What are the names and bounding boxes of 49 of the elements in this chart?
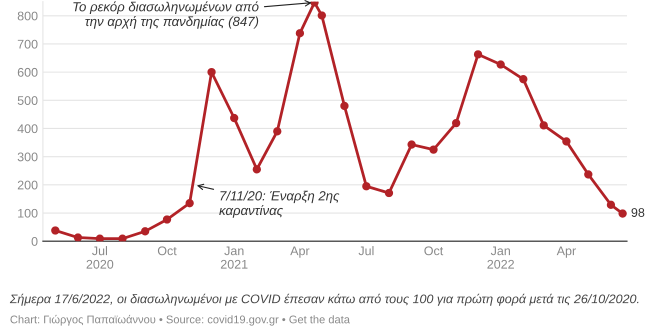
point [185,198,194,208]
annotation: 7/11/20: Έναρξη 2ης καραντίνας [219,190,340,218]
point [384,188,394,198]
point [162,215,172,224]
text: Σήμερα 17/6/2022, οι διασωληνωμένοι με COVID έπεσαν κάτω από τους 100 για πρώτη φορά μετά τις 26/10/2020. [10,294,638,306]
x-tick-label: Apr [290,246,310,258]
point [584,170,592,179]
point [252,165,261,174]
y-tick-label: 200 [18,180,38,190]
y-tick-label: 600 [18,68,38,77]
point [140,227,150,236]
x-tick-label: Jan 2022 [487,246,514,269]
point [407,140,416,149]
point [51,226,60,235]
point [429,145,438,154]
point [618,209,627,218]
point [273,127,282,136]
point [207,68,216,76]
x-tick-label: Jul 2020 [86,246,114,269]
text: Chart: Γιώργος Παπαϊωάννου • Source: covid19.gov.gr • Get the data [10,314,350,326]
point [318,11,326,20]
point [74,233,82,242]
point [474,50,482,59]
x-tick-label: Apr [556,246,576,258]
y-tick-label: 800 [18,12,38,20]
x-tick-label: Oct [424,246,444,256]
point [452,118,460,128]
point [340,102,349,110]
point [230,114,238,122]
point [562,137,571,146]
point [296,29,304,38]
y-tick-label: 700 [18,40,38,49]
y-tick-label: 100 [18,208,38,218]
point [540,121,548,130]
x-tick-label: Jan 2021 [220,246,248,269]
annotation: Το ρεκόρ διασωληνωμένων από την αρχή της πανδημίας (847) [73,1,259,29]
x-tick-label: Jul [358,246,374,256]
point [362,182,371,190]
y-tick-label: 300 [18,152,38,162]
y-tick-label: 500 [18,96,38,105]
point [606,200,616,210]
point [118,234,127,242]
y-tick-label: 400 [17,124,38,134]
point [96,234,104,242]
point [519,75,528,84]
x-tick-label: Oct [158,246,177,256]
data-label: 98 [632,208,644,217]
y-tick-label: 0 [32,237,38,246]
point [496,60,505,69]
